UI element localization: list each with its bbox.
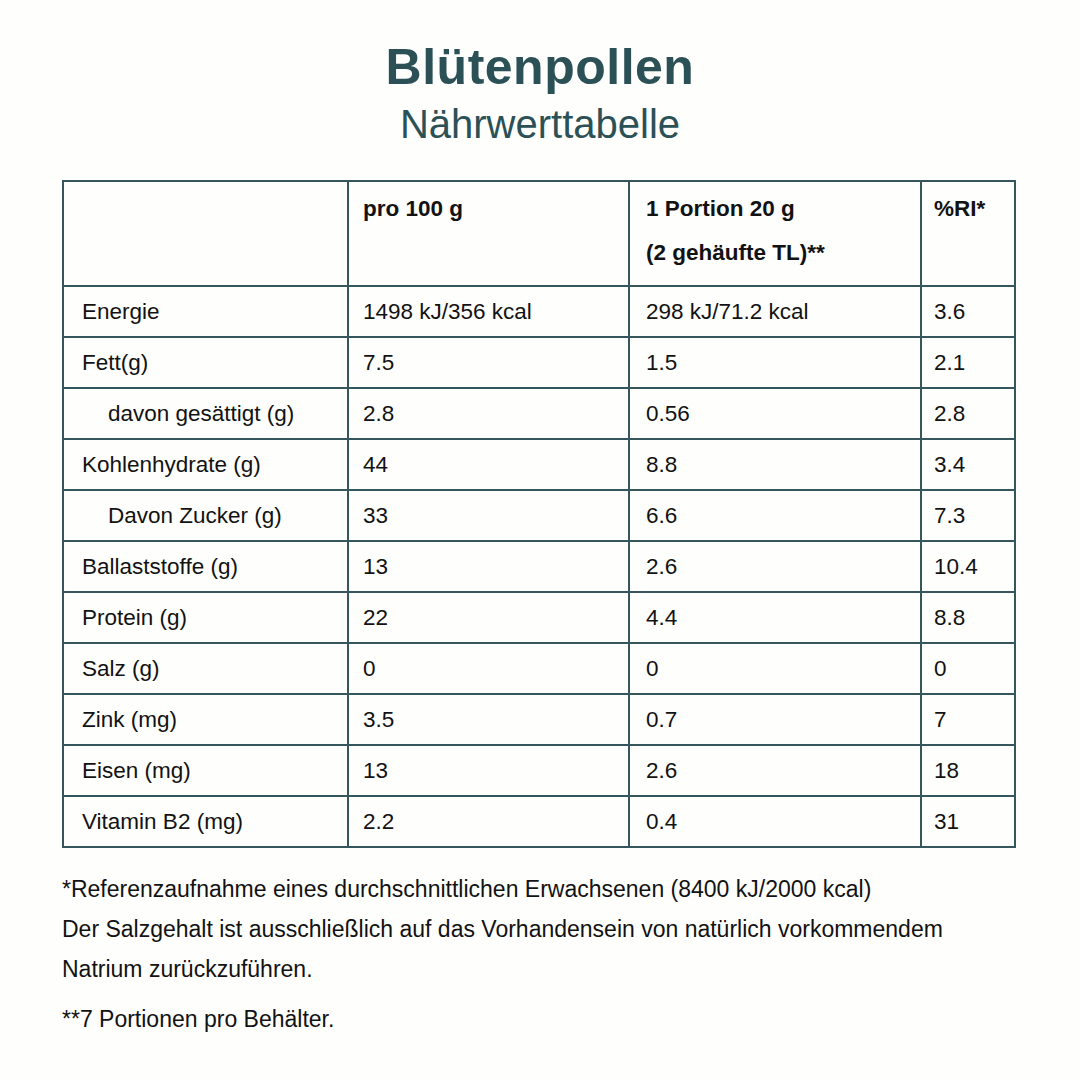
row-per100-value: 2.2 [348, 796, 629, 847]
table-row: Vitamin B2 (mg) 2.2 0.4 31 [63, 796, 1015, 847]
row-portion-value: 1.5 [629, 337, 921, 388]
row-label: Ballaststoffe (g) [63, 541, 348, 592]
table-row: Fett(g) 7.5 1.5 2.1 [63, 337, 1015, 388]
row-ri-value: 7.3 [921, 490, 1015, 541]
header-portion-line2: (2 gehäufte TL)** [646, 240, 920, 266]
row-per100-value: 13 [348, 745, 629, 796]
footnote-line-2: Der Salzgehalt ist ausschließlich auf da… [62, 909, 943, 949]
footnote-line-1: *Referenzaufnahme eines durchschnittlich… [62, 869, 943, 909]
table-row: Kohlenhydrate (g) 44 8.8 3.4 [63, 439, 1015, 490]
row-label: Kohlenhydrate (g) [63, 439, 348, 490]
row-label: Fett(g) [63, 337, 348, 388]
row-per100-value: 22 [348, 592, 629, 643]
table-row: davon gesättigt (g) 2.8 0.56 2.8 [63, 388, 1015, 439]
table-row: Eisen (mg) 13 2.6 18 [63, 745, 1015, 796]
row-label: Eisen (mg) [63, 745, 348, 796]
row-ri-value: 31 [921, 796, 1015, 847]
row-ri-value: 2.1 [921, 337, 1015, 388]
table-row: Ballaststoffe (g) 13 2.6 10.4 [63, 541, 1015, 592]
row-label: Vitamin B2 (mg) [63, 796, 348, 847]
row-portion-value: 0.56 [629, 388, 921, 439]
table-row: Protein (g) 22 4.4 8.8 [63, 592, 1015, 643]
header-per-100g: pro 100 g [348, 181, 629, 286]
row-ri-value: 10.4 [921, 541, 1015, 592]
row-label: Salz (g) [63, 643, 348, 694]
table-row: Salz (g) 0 0 0 [63, 643, 1015, 694]
header-ri-percent: %RI* [921, 181, 1015, 286]
row-per100-value: 13 [348, 541, 629, 592]
row-portion-value: 0.7 [629, 694, 921, 745]
row-portion-value: 298 kJ/71.2 kcal [629, 286, 921, 337]
row-per100-value: 3.5 [348, 694, 629, 745]
row-portion-value: 8.8 [629, 439, 921, 490]
row-label: Energie [63, 286, 348, 337]
row-per100-value: 2.8 [348, 388, 629, 439]
header-empty-cell [63, 181, 348, 286]
row-portion-value: 6.6 [629, 490, 921, 541]
row-label: Davon Zucker (g) [63, 490, 348, 541]
row-per100-value: 44 [348, 439, 629, 490]
footnote-line-3: Natrium zurückzuführen. [62, 949, 943, 989]
row-label: Zink (mg) [63, 694, 348, 745]
row-per100-value: 0 [348, 643, 629, 694]
row-per100-value: 7.5 [348, 337, 629, 388]
page-subtitle: Nährwerttabelle [0, 104, 1080, 144]
row-label: davon gesättigt (g) [63, 388, 348, 439]
table-row: Zink (mg) 3.5 0.7 7 [63, 694, 1015, 745]
row-portion-value: 4.4 [629, 592, 921, 643]
row-ri-value: 3.4 [921, 439, 1015, 490]
row-ri-value: 2.8 [921, 388, 1015, 439]
table-row: Energie 1498 kJ/356 kcal 298 kJ/71.2 kca… [63, 286, 1015, 337]
row-portion-value: 0 [629, 643, 921, 694]
row-portion-value: 0.4 [629, 796, 921, 847]
nutrition-table-body: Energie 1498 kJ/356 kcal 298 kJ/71.2 kca… [63, 286, 1015, 847]
table-row: Davon Zucker (g) 33 6.6 7.3 [63, 490, 1015, 541]
footnotes: *Referenzaufnahme eines durchschnittlich… [62, 869, 943, 989]
nutrition-label-page: Blütenpollen Nährwerttabelle pro 100 g 1… [0, 0, 1080, 1080]
page-title: Blütenpollen [0, 42, 1080, 92]
row-per100-value: 1498 kJ/356 kcal [348, 286, 629, 337]
row-portion-value: 2.6 [629, 541, 921, 592]
nutrition-table: pro 100 g 1 Portion 20 g (2 gehäufte TL)… [62, 180, 1016, 848]
servings-note: **7 Portionen pro Behälter. [62, 1006, 334, 1033]
row-portion-value: 2.6 [629, 745, 921, 796]
row-per100-value: 33 [348, 490, 629, 541]
row-ri-value: 3.6 [921, 286, 1015, 337]
row-label: Protein (g) [63, 592, 348, 643]
row-ri-value: 0 [921, 643, 1015, 694]
header-portion: 1 Portion 20 g (2 gehäufte TL)** [629, 181, 921, 286]
row-ri-value: 8.8 [921, 592, 1015, 643]
table-header-row: pro 100 g 1 Portion 20 g (2 gehäufte TL)… [63, 181, 1015, 286]
row-ri-value: 7 [921, 694, 1015, 745]
header-portion-line1: 1 Portion 20 g [646, 196, 920, 222]
row-ri-value: 18 [921, 745, 1015, 796]
